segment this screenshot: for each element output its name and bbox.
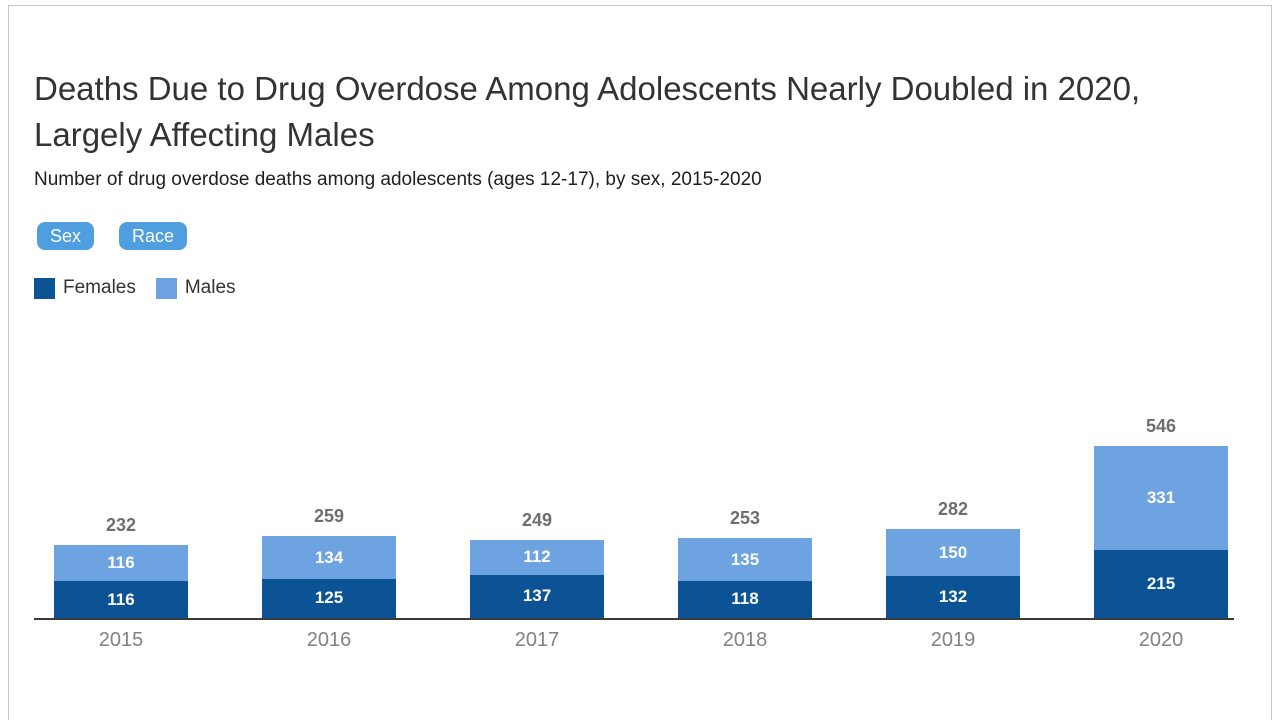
segment-value-label: 215: [1146, 574, 1176, 594]
bar-segment-females-2015[interactable]: 116: [54, 581, 188, 618]
x-axis-tick-2019: 2019: [930, 629, 976, 651]
segment-value-label: 116: [107, 553, 135, 573]
x-axis-tick-2018: 2018: [722, 629, 768, 651]
bar-segment-females-2019[interactable]: 132: [886, 576, 1020, 618]
bar-group-2017: 249 112 137: [433, 510, 641, 618]
bar-group-2015: 232 116 116: [17, 515, 225, 618]
segment-value-label: 331: [1146, 488, 1176, 508]
x-axis-tick-labels: 2015 2016 2017 2018 2019 2020: [17, 629, 1265, 652]
filter-pill-race[interactable]: Race: [119, 222, 188, 250]
bar-segment-males-2019[interactable]: 150: [886, 529, 1020, 577]
x-axis-tick-2017: 2017: [514, 629, 560, 651]
filter-pill-sex[interactable]: Sex: [37, 222, 95, 250]
legend-item-females: Females: [34, 277, 136, 299]
x-axis-tick-2016: 2016: [306, 629, 352, 651]
legend-label-males: Males: [184, 277, 236, 298]
stacked-bar-2019[interactable]: 150 132: [886, 529, 1020, 618]
stacked-bar-2015[interactable]: 116 116: [54, 544, 188, 618]
bar-segment-males-2016[interactable]: 134: [262, 536, 396, 579]
legend-label-females: Females: [63, 277, 136, 298]
legend-item-males: Males: [155, 277, 236, 299]
bar-segment-females-2020[interactable]: 215: [1094, 550, 1228, 618]
bar-segment-females-2018[interactable]: 118: [678, 580, 812, 618]
stacked-bar-2018[interactable]: 135 118: [678, 538, 812, 618]
segment-value-label: 132: [938, 587, 968, 607]
x-axis-tick-2020: 2020: [1138, 629, 1184, 651]
x-axis-tick-2015: 2015: [98, 629, 144, 651]
bar-chart-plot-area: 232 116 116 259 134 125 249 112 137 253 135 118 282 1…: [17, 416, 1265, 618]
total-value-label-2016: 259: [313, 506, 345, 527]
legend: Females Males: [34, 277, 256, 299]
segment-value-label: 112: [523, 547, 551, 567]
total-value-label-2020: 546: [1145, 416, 1177, 437]
bar-segment-females-2017[interactable]: 137: [470, 574, 604, 618]
page-subtitle: Number of drug overdose deaths among ado…: [34, 169, 762, 190]
x-axis-line: [34, 618, 1234, 620]
total-value-label-2015: 232: [105, 514, 137, 535]
bar-segment-females-2016[interactable]: 125: [262, 578, 396, 618]
segment-value-label: 134: [314, 547, 344, 567]
page-title: Deaths Due to Drug Overdose Among Adoles…: [34, 70, 1141, 153]
females-color-swatch: [34, 277, 55, 299]
segment-value-label: 150: [938, 542, 968, 562]
bar-segment-males-2020[interactable]: 331: [1094, 446, 1228, 551]
bar-group-2019: 282 150 132: [849, 499, 1057, 618]
stacked-bar-2016[interactable]: 134 125: [262, 536, 396, 618]
segment-value-label: 116: [107, 589, 135, 609]
stacked-bar-2017[interactable]: 112 137: [470, 539, 604, 618]
chart-card: Deaths Due to Drug Overdose Among Adoles…: [8, 5, 1272, 720]
total-value-label-2018: 253: [729, 508, 761, 529]
filter-pills: Sex Race: [37, 222, 188, 250]
males-color-swatch: [155, 277, 177, 299]
total-value-label-2019: 282: [937, 499, 969, 520]
total-value-label-2017: 249: [521, 509, 553, 530]
segment-value-label: 118: [731, 589, 759, 609]
stacked-bar-2020[interactable]: 331 215: [1094, 446, 1228, 618]
bar-segment-males-2017[interactable]: 112: [470, 539, 604, 575]
bar-group-2018: 253 135 118: [641, 508, 849, 618]
segment-value-label: 137: [522, 586, 552, 606]
segment-value-label: 135: [730, 549, 760, 569]
bar-segment-males-2015[interactable]: 116: [54, 544, 188, 582]
segment-value-label: 125: [314, 588, 344, 608]
bar-group-2016: 259 134 125: [225, 506, 433, 618]
bar-segment-males-2018[interactable]: 135: [678, 538, 812, 581]
bar-group-2020: 546 331 215: [1057, 416, 1265, 618]
